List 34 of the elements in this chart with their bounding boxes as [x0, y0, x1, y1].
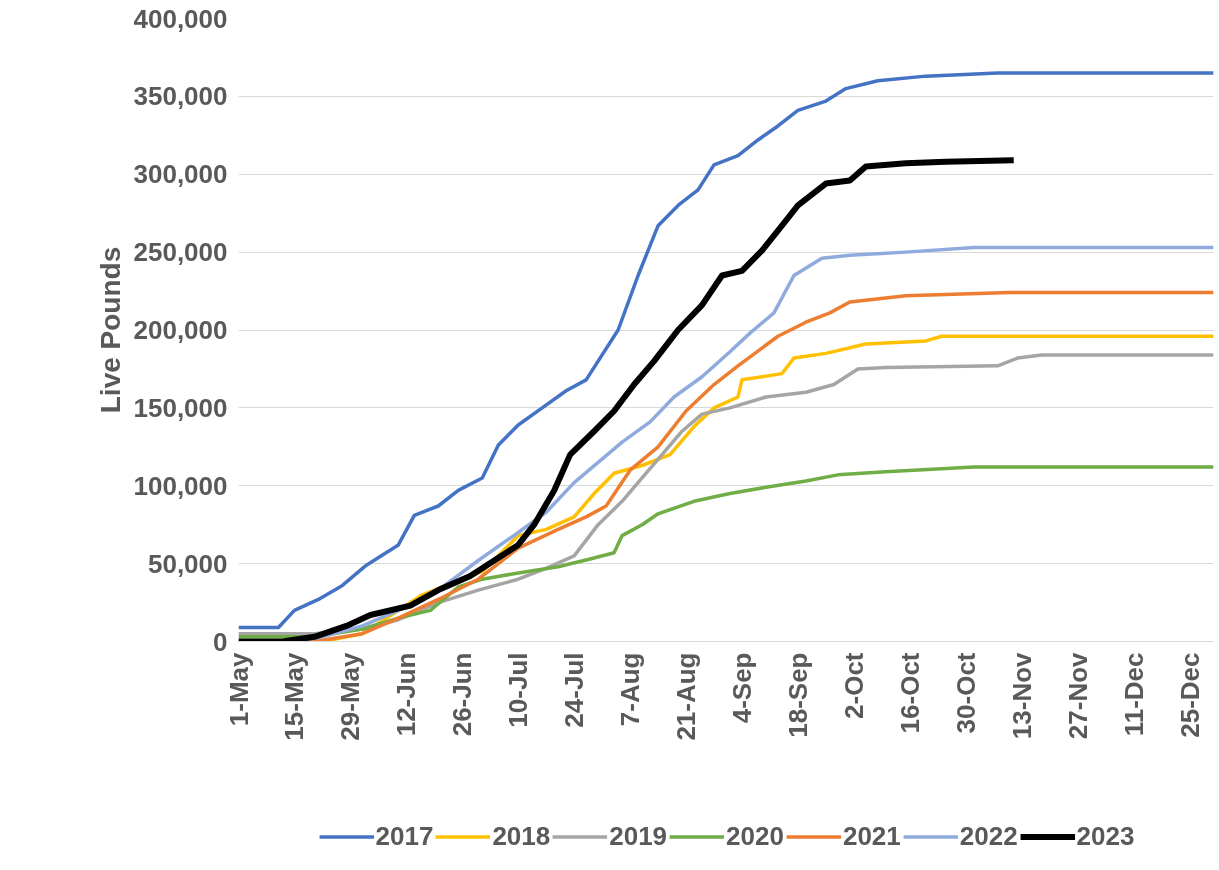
legend-label: 2020: [726, 820, 784, 852]
x-tick-label: 21-Aug: [671, 652, 702, 741]
y-tick-label: 350,000: [133, 81, 228, 112]
y-tick-label: 200,000: [133, 315, 228, 345]
x-tick-label: 24-Jul: [559, 652, 590, 728]
x-tick-label: 18-Sep: [782, 652, 813, 738]
x-tick-label: 27-Nov: [1062, 651, 1093, 740]
line-series: [238, 71, 1214, 630]
x-tick-label: 16-Oct: [894, 652, 925, 734]
legend-label: 2023: [1076, 820, 1135, 852]
x-tick-label: 7-Aug: [615, 652, 646, 727]
x-tick-label: 25-Dec: [1174, 652, 1205, 738]
x-tick-label: 2-Oct: [838, 652, 869, 719]
legend-label: 2017: [375, 820, 434, 852]
x-tick-label: 15-May: [279, 651, 310, 741]
x-tick-label: 29-May: [335, 651, 366, 741]
x-tick-label: 13-Nov: [1006, 651, 1037, 740]
x-tick-label: 30-Oct: [950, 652, 981, 734]
legend-label: 2018: [492, 820, 551, 852]
x-tick-label: 10-Jul: [503, 652, 534, 728]
y-tick-label: 250,000: [133, 237, 228, 268]
y-tick-label: 300,000: [133, 159, 228, 190]
x-tick-label: 26-Jun: [447, 652, 478, 737]
x-tick-label: 12-Jun: [391, 652, 422, 737]
legend-label: 2022: [959, 820, 1018, 852]
y-tick-label: 50,000: [147, 548, 228, 579]
y-axis-title: Live Pounds: [94, 246, 126, 414]
legend-label: 2021: [842, 820, 901, 852]
y-tick-label: 400,000: [133, 3, 228, 34]
y-tick-label: 150,000: [133, 392, 228, 423]
x-tick-label: 4-Sep: [726, 652, 757, 724]
y-tick-label: 100,000: [133, 470, 228, 501]
legend-label: 2019: [609, 820, 668, 852]
x-tick-label: 11-Dec: [1118, 652, 1149, 737]
